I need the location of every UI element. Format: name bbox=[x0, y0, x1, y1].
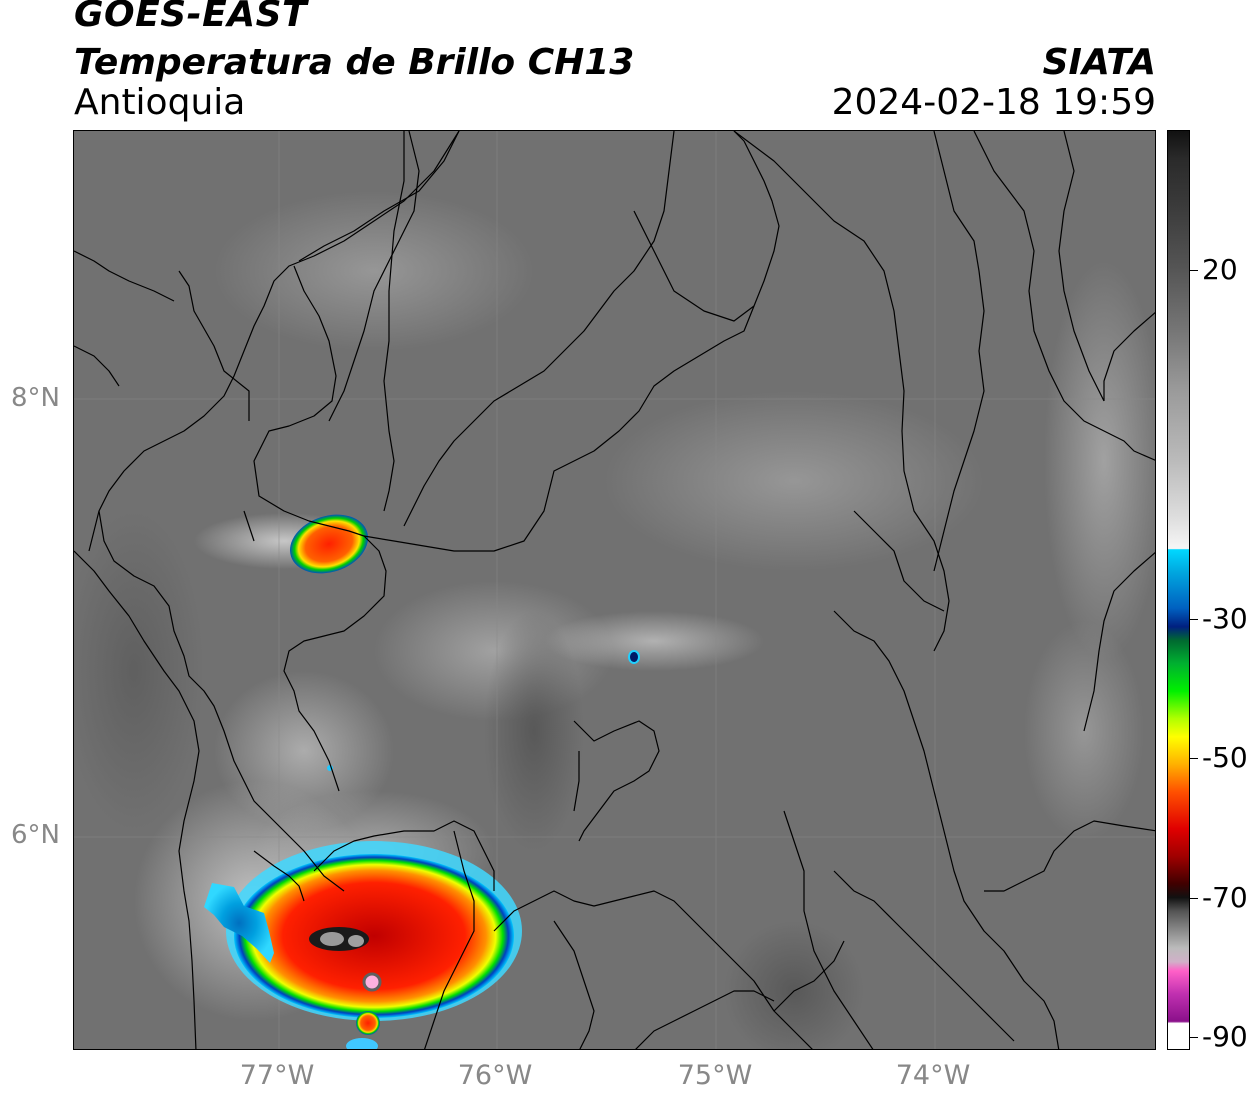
colorbar-tick bbox=[1190, 758, 1198, 759]
lon-label-76w: 76°W bbox=[457, 1060, 533, 1091]
colorbar-label-minus50: -50 bbox=[1202, 741, 1248, 774]
colorbar-label-20: 20 bbox=[1202, 253, 1238, 286]
product-title: Temperatura de Brillo CH13 bbox=[74, 42, 635, 83]
lon-label-75w: 75°W bbox=[677, 1060, 753, 1091]
cold-cloud-small bbox=[289, 514, 369, 574]
borders-layer bbox=[74, 131, 1155, 1049]
lat-label-6n: 6°N bbox=[11, 820, 60, 850]
colorbar-tick bbox=[1190, 619, 1198, 620]
cold-cloud-large bbox=[234, 854, 514, 1018]
timestamp-label: 2024-02-18 19:59 bbox=[831, 82, 1156, 123]
cold-cloud-cyan bbox=[204, 883, 274, 963]
lon-label-74w: 74°W bbox=[895, 1060, 971, 1091]
colorbar bbox=[1167, 130, 1190, 1050]
colorbar-label-minus70: -70 bbox=[1202, 881, 1248, 914]
region-label: Antioquia bbox=[74, 82, 246, 123]
colorbar-label-minus30: -30 bbox=[1202, 602, 1248, 635]
colorbar-tick bbox=[1190, 898, 1198, 899]
satellite-title: GOES-EAST bbox=[74, 0, 308, 35]
lon-label-77w: 77°W bbox=[239, 1060, 315, 1091]
lat-label-8n: 8°N bbox=[11, 383, 60, 413]
agency-label: SIATA bbox=[1042, 42, 1156, 83]
colorbar-tick bbox=[1190, 270, 1198, 271]
satellite-map bbox=[73, 130, 1156, 1050]
colorbar-label-minus90: -90 bbox=[1202, 1020, 1248, 1053]
colorbar-tick bbox=[1190, 1037, 1198, 1038]
map-svg bbox=[74, 131, 1155, 1049]
